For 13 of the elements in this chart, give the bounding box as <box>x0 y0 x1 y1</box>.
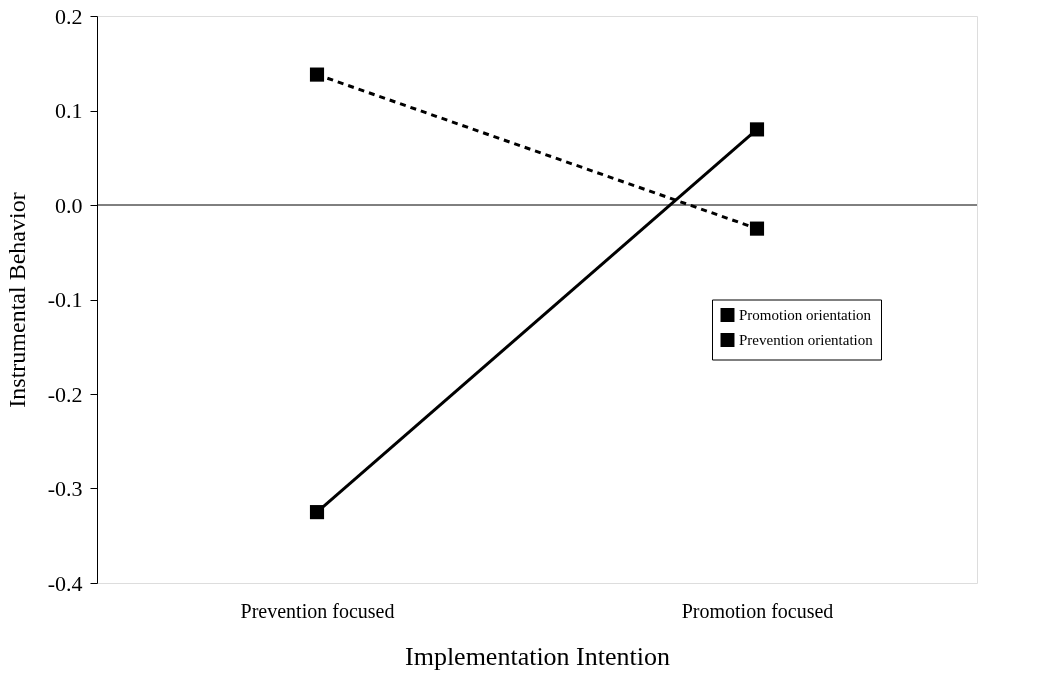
legend-label: Promotion orientation <box>739 307 872 323</box>
x-tick-label: Promotion focused <box>681 599 834 622</box>
y-axis-title: Instrumental Behavior <box>3 192 30 408</box>
y-tick-label: -0.4 <box>47 570 83 596</box>
x-tick-label: Prevention focused <box>240 599 395 622</box>
x-axis-title: Implementation Intention <box>405 641 670 671</box>
y-tick-label: -0.3 <box>47 476 83 501</box>
y-tick-label: -0.2 <box>47 381 83 407</box>
legend-label: Prevention orientation <box>739 332 874 348</box>
y-tick-label: 0.2 <box>55 3 83 29</box>
y-tick-label: 0.1 <box>55 98 83 123</box>
y-tick-label: 0.0 <box>55 192 83 218</box>
y-tick-label: -0.1 <box>47 287 83 312</box>
